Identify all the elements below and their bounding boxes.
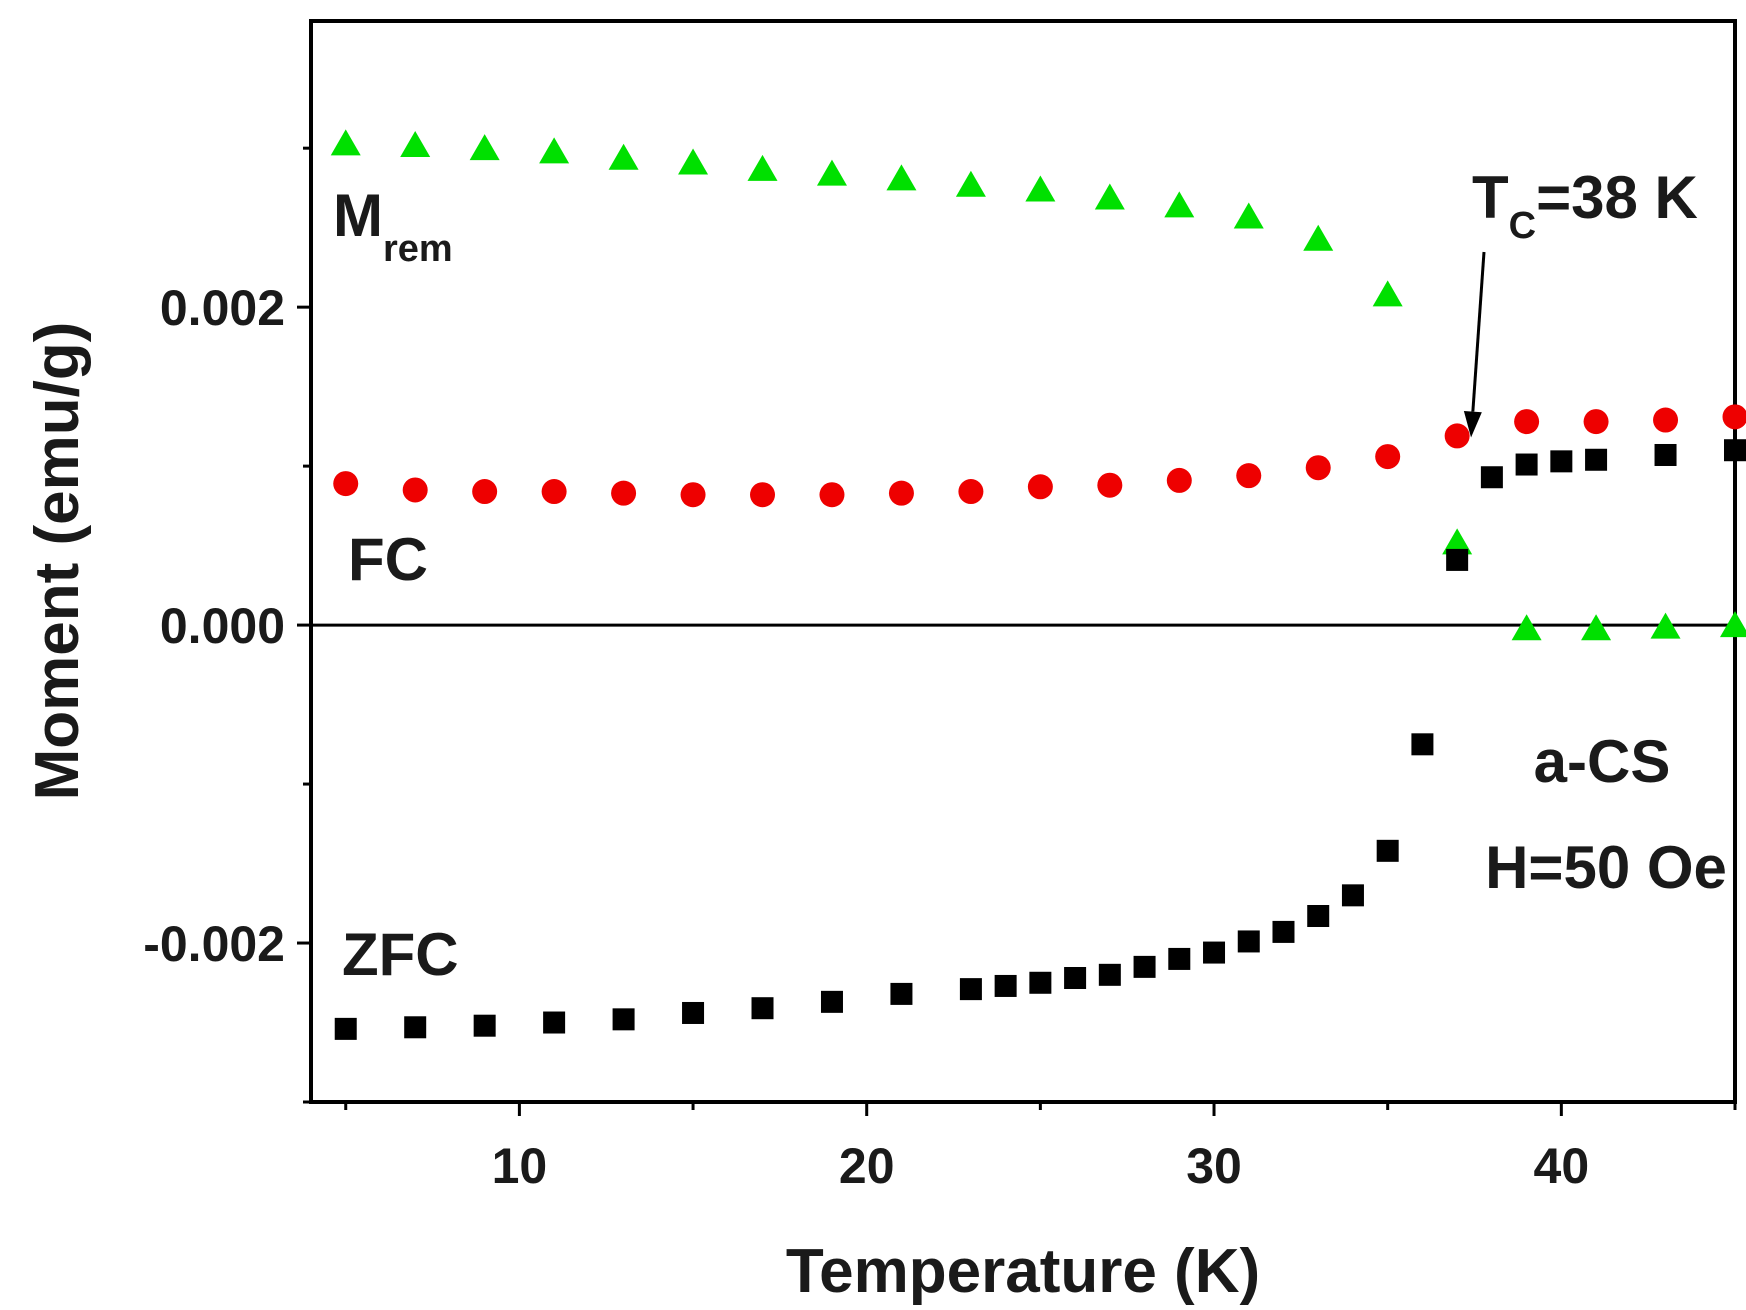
zfc-point (1272, 920, 1295, 943)
mrem-point (1094, 183, 1125, 210)
zfc-point (1029, 971, 1052, 994)
mrem-point (1720, 611, 1746, 638)
fc-point (958, 479, 984, 505)
fc-point (1027, 474, 1053, 500)
zfc-point (1064, 967, 1087, 990)
fc-point (1236, 463, 1262, 489)
mrem-point (1581, 614, 1612, 641)
fc-point (1444, 423, 1470, 449)
fc-point (1166, 467, 1192, 493)
tc-arrow-head (1463, 410, 1482, 438)
x-axis-ticks: 10 20 30 40 (344, 1102, 1737, 1194)
sample-label: a-CS (1534, 728, 1671, 795)
fc-point (472, 479, 498, 505)
fc-point (1375, 444, 1401, 470)
mrem-point (1025, 175, 1056, 202)
zfc-point (1411, 733, 1434, 756)
zfc-point (682, 1001, 705, 1024)
zfc-point (994, 974, 1017, 997)
plot-frame (309, 19, 1737, 1104)
zfc-point (404, 1016, 427, 1039)
y-tick-label: -0.002 (143, 916, 285, 972)
zfc-point (1654, 443, 1677, 466)
zfc-point (1446, 548, 1469, 571)
zfc-point (543, 1011, 566, 1034)
fc-label: FC (348, 526, 428, 593)
zfc-point (820, 990, 843, 1013)
zfc-point (1724, 439, 1746, 462)
fc-point (333, 471, 359, 497)
zfc-point (1341, 884, 1364, 907)
mrem-point (955, 170, 986, 197)
zfc-point (1203, 941, 1226, 964)
series-m-rem (330, 129, 1746, 641)
fc-point (1305, 455, 1331, 481)
mrem-point (330, 129, 361, 156)
mrem-point (1164, 191, 1195, 218)
fc-point (1514, 409, 1540, 435)
mrem-point (678, 148, 709, 175)
zfc-point (1585, 448, 1608, 471)
fc-point (1097, 472, 1123, 498)
mrem-label: Mrem (333, 182, 453, 270)
zfc-point (1168, 947, 1191, 970)
y-axis-ticks: -0.002 0.000 0.002 (143, 146, 311, 1104)
fc-point (680, 482, 706, 508)
zfc-point (890, 982, 913, 1005)
mrem-point (1511, 614, 1542, 641)
mrem-point (1650, 612, 1681, 639)
fc-point (1722, 404, 1746, 430)
x-tick-label: 20 (839, 1138, 895, 1194)
zfc-point (334, 1017, 357, 1040)
field-label: H=50 Oe (1485, 834, 1727, 901)
zfc-label: ZFC (342, 921, 459, 988)
tc-arrow-line (1471, 251, 1486, 412)
y-axis-label: Moment (emu/g) (23, 322, 92, 801)
tc-label: TC=38 K (1472, 164, 1698, 247)
fc-point (750, 482, 776, 508)
mrem-point (539, 137, 570, 164)
x-tick-label: 30 (1186, 1138, 1242, 1194)
mrem-point (747, 154, 778, 181)
data-series (330, 129, 1746, 1040)
fc-point (541, 479, 567, 505)
zfc-point (1098, 963, 1121, 986)
fc-point (819, 482, 845, 508)
mrem-point (1442, 528, 1473, 555)
zfc-point (612, 1008, 635, 1031)
zfc-point (1376, 839, 1399, 862)
fc-point (888, 480, 914, 506)
mrem-point (886, 164, 917, 191)
mrem-point (1372, 280, 1403, 307)
zfc-point (1550, 450, 1573, 473)
series-zfc (334, 439, 1746, 1040)
zfc-point (1307, 905, 1330, 928)
x-tick-label: 40 (1534, 1138, 1590, 1194)
y-tick-label: 0.002 (160, 280, 285, 336)
x-axis-label: Temperature (K) (786, 1237, 1260, 1306)
fc-point (1583, 409, 1609, 435)
mrem-point (469, 134, 500, 161)
fc-point (611, 480, 637, 506)
zfc-point (959, 978, 982, 1001)
mrem-point (816, 159, 847, 186)
zfc-point (1133, 955, 1156, 978)
mrem-point (400, 130, 431, 157)
mrem-point (608, 143, 639, 170)
fc-point (1653, 407, 1679, 433)
fc-point (402, 477, 428, 503)
zfc-point (751, 997, 774, 1020)
mrem-point (1303, 224, 1334, 251)
series-fc (333, 404, 1746, 508)
zfc-point (473, 1014, 496, 1037)
zfc-point (1480, 466, 1503, 489)
x-tick-label: 10 (492, 1138, 548, 1194)
y-tick-label: 0.000 (160, 598, 285, 654)
zfc-point (1237, 930, 1260, 953)
mrem-point (1233, 202, 1264, 229)
zfc-point (1515, 453, 1538, 476)
